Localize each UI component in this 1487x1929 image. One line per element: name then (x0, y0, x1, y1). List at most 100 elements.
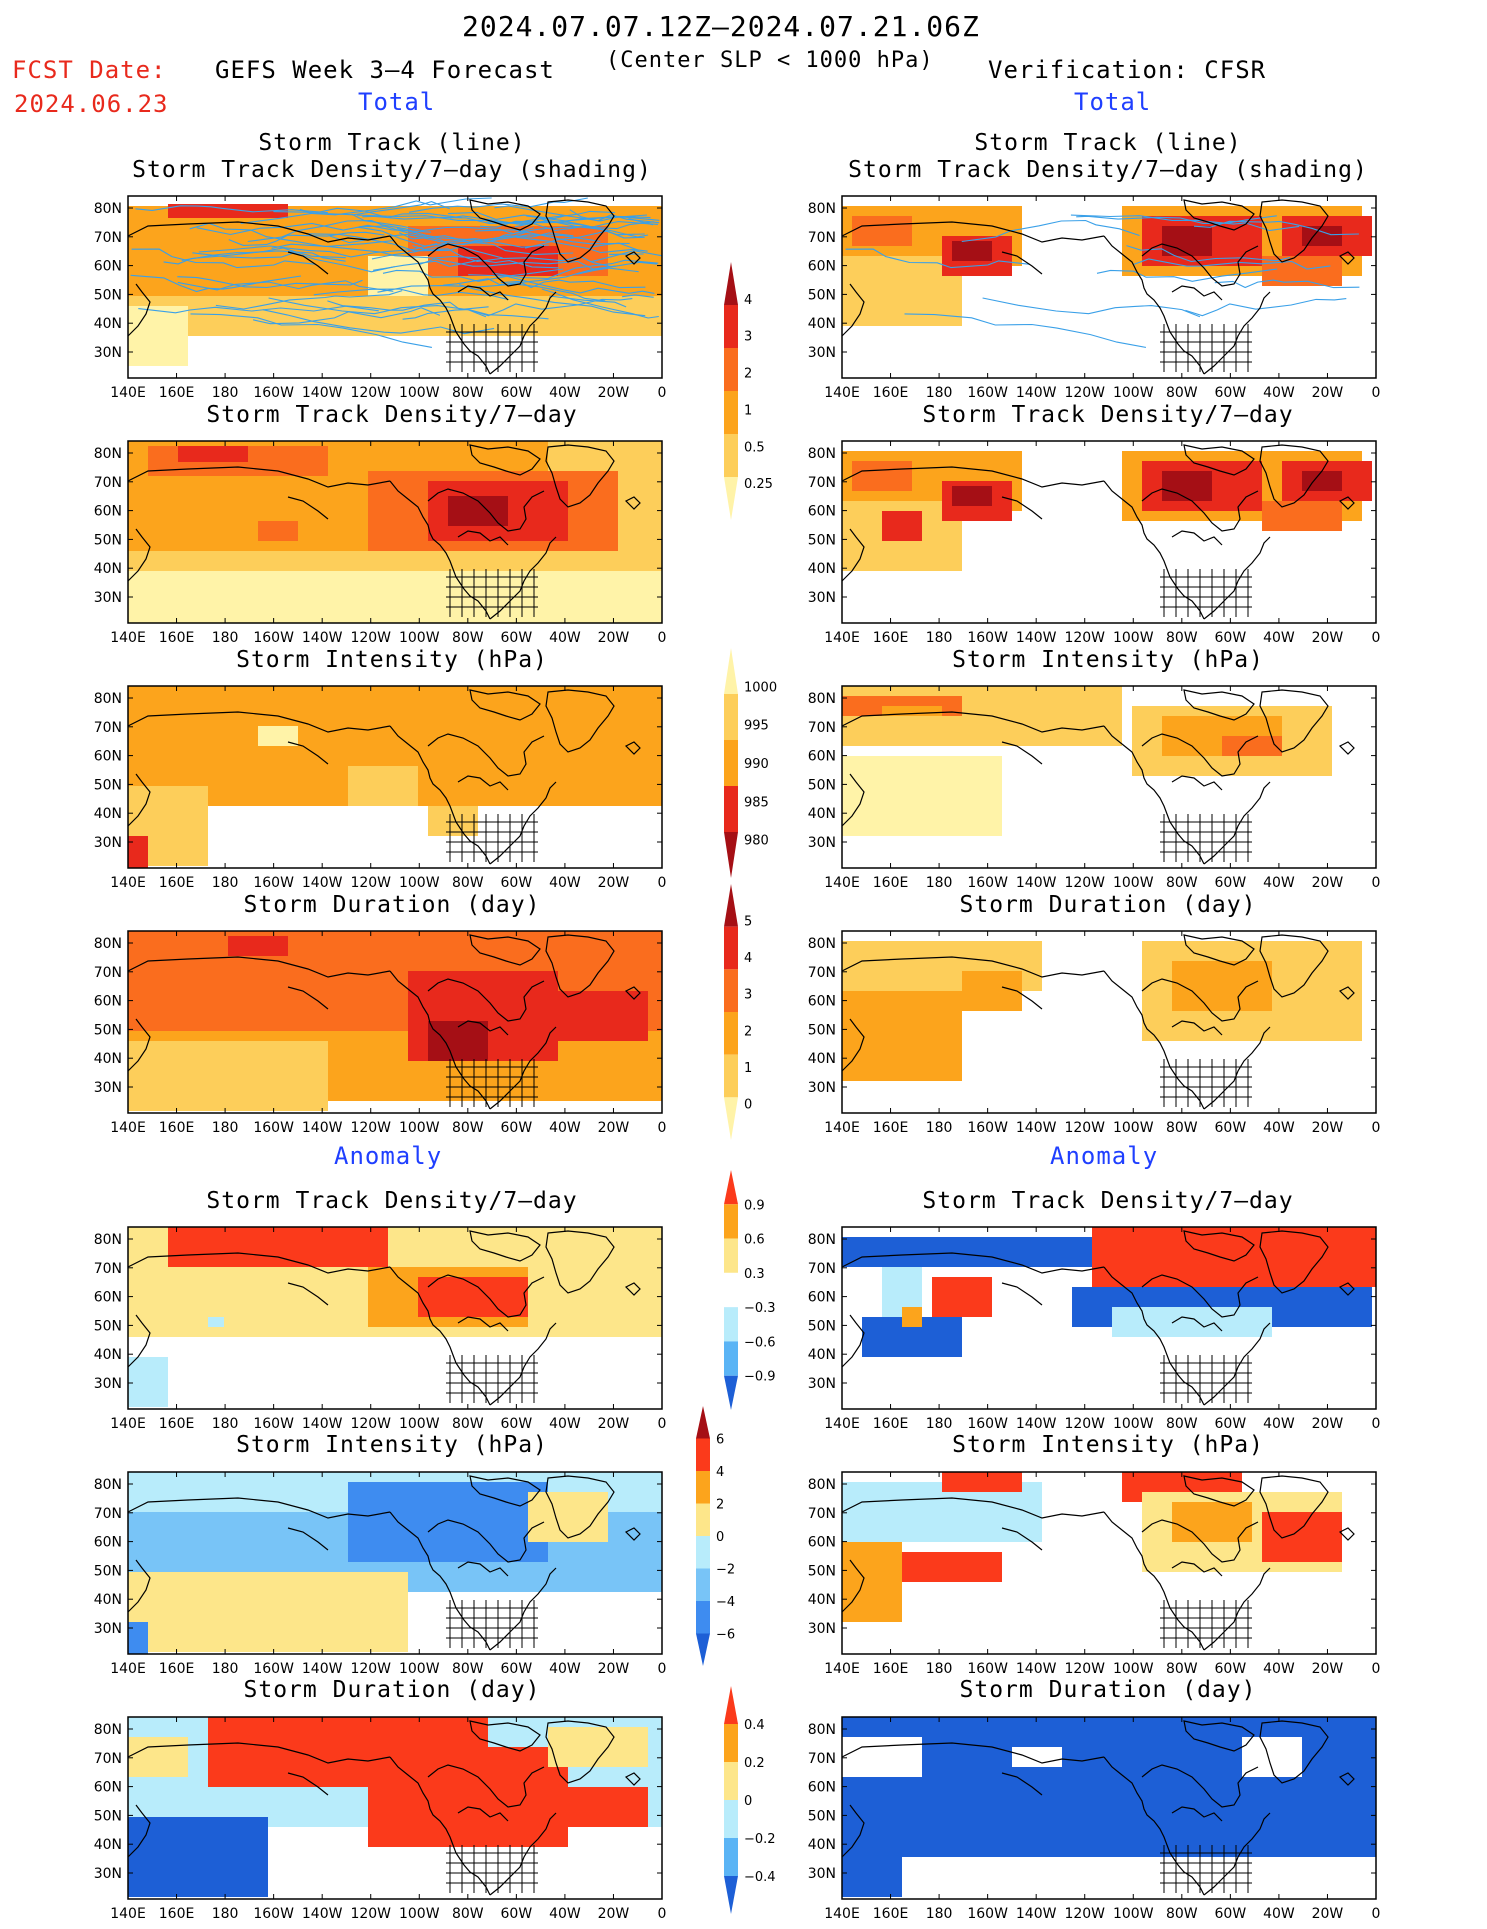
lon-label: 160E (873, 385, 909, 401)
map-panel-duration-forecast: 80N 70N 60N 50N 40N 30N 140E 160E 180 160W 140W 120… (83, 927, 677, 1139)
lon-label: 180 (212, 385, 239, 401)
lat-label: 60N (94, 749, 122, 765)
colorbar-label: 0.9 (744, 1198, 765, 1213)
panel-title-duration-right: Storm Duration (day) (959, 892, 1257, 918)
lon-label: 140E (824, 875, 860, 891)
lon-label: 120W (350, 1120, 391, 1136)
colorbar-label: −0.6 (744, 1335, 776, 1350)
lon-label: 40W (1263, 1661, 1295, 1677)
lon-label: 0 (1372, 1906, 1381, 1922)
right-anomaly-label: Anomaly (1050, 1142, 1159, 1170)
lon-label: 0 (658, 630, 667, 646)
lon-label: 20W (1312, 1661, 1344, 1677)
lat-label: 30N (808, 835, 836, 851)
map-panel-anom-intensity-forecast: 80N 70N 60N 50N 40N 30N 140E 160E 180 160W 140W 120… (83, 1468, 677, 1680)
lon-label: 40W (549, 1120, 581, 1136)
map-panel-storm-track-verification: 80N 70N 60N 50N 40N 30N 140E 160E 180 160W 140W 120… (797, 192, 1391, 404)
lon-label: 60W (1215, 1906, 1247, 1922)
colorbar-total-duration: 5 4 3 2 1 0 (718, 884, 798, 1150)
panel-title-track-line-left: Storm Track (line) (258, 130, 526, 156)
lat-label: 80N (94, 1722, 122, 1738)
lon-label: 120W (1064, 875, 1105, 891)
lon-label: 100W (1113, 385, 1154, 401)
map-panel-intensity-verification: 80N 70N 60N 50N 40N 30N 140E 160E 180 160W 140W 120… (797, 682, 1391, 894)
lat-label: 80N (808, 1722, 836, 1738)
lat-label: 80N (808, 691, 836, 707)
colorbar-label: −0.2 (744, 1832, 776, 1847)
lat-label: 70N (94, 965, 122, 981)
map-panel-anom-duration-verification: 80N 70N 60N 50N 40N 30N 140E 160E 180 160W 140W 120… (797, 1713, 1391, 1925)
lat-label: 80N (808, 1232, 836, 1248)
lat-label: 80N (94, 446, 122, 462)
colorbar-label: −0.3 (744, 1301, 776, 1316)
lat-label: 70N (94, 1751, 122, 1767)
colorbar-anom-intensity: 6 4 2 0 −2 −4 −6 (690, 1406, 770, 1676)
fcst-date-value: 2024.06.23 (14, 90, 169, 118)
lat-label: 40N (808, 1837, 836, 1853)
lon-label: 60W (501, 630, 533, 646)
lon-label: 180 (926, 1661, 953, 1677)
lon-label: 140E (110, 630, 146, 646)
lon-label: 160E (873, 1416, 909, 1432)
lat-label: 30N (94, 1866, 122, 1882)
colorbar-label: −4 (716, 1595, 735, 1610)
colorbar-label: 0.3 (744, 1267, 765, 1282)
lon-label: 80W (1166, 875, 1198, 891)
lon-label: 160W (253, 1416, 294, 1432)
lon-label: 120W (350, 1416, 391, 1432)
verification-title: Verification: CFSR (988, 56, 1267, 84)
lon-label: 140W (302, 1416, 343, 1432)
lon-label: 160W (253, 1120, 294, 1136)
panel-title-anom-intensity-left: Storm Intensity (hPa) (236, 1432, 548, 1458)
panel-title-track-shading-left: Storm Track Density/7–day (shading) (132, 157, 652, 183)
colorbar-label: 4 (744, 293, 752, 308)
lon-label: 120W (1064, 630, 1105, 646)
lat-label: 30N (808, 1621, 836, 1637)
lon-label: 20W (1312, 1906, 1344, 1922)
lon-label: 180 (212, 1906, 239, 1922)
panel-title-anom-duration-right: Storm Duration (day) (959, 1677, 1257, 1703)
colorbar-label: 1 (744, 1061, 752, 1076)
lon-label: 60W (1215, 1661, 1247, 1677)
left-total-label: Total (358, 88, 436, 116)
lat-label: 40N (808, 1347, 836, 1363)
lat-label: 60N (808, 1535, 836, 1551)
lon-label: 20W (598, 1416, 630, 1432)
lat-label: 60N (808, 749, 836, 765)
lon-label: 0 (658, 1661, 667, 1677)
lon-label: 80W (1166, 1120, 1198, 1136)
center-slp-note: (Center SLP < 1000 hPa) (606, 48, 934, 73)
lat-label: 80N (94, 1232, 122, 1248)
panel-title-duration-left: Storm Duration (day) (243, 892, 541, 918)
colorbar-label: 2 (716, 1498, 724, 1513)
lat-label: 50N (808, 1808, 836, 1824)
lon-label: 180 (926, 875, 953, 891)
lat-label: 60N (94, 1535, 122, 1551)
lat-label: 50N (94, 1318, 122, 1334)
map-panel-anom-density-verification: 80N 70N 60N 50N 40N 30N 140E 160E 180 160W 140W 120… (797, 1223, 1391, 1435)
left-anomaly-label: Anomaly (334, 1142, 443, 1170)
lat-label: 40N (94, 1592, 122, 1608)
lon-label: 40W (1263, 630, 1295, 646)
lon-label: 140W (302, 1906, 343, 1922)
lon-label: 100W (1113, 1120, 1154, 1136)
lon-label: 120W (350, 630, 391, 646)
colorbar-label: 0.5 (744, 440, 765, 455)
lon-label: 0 (1372, 1416, 1381, 1432)
map-panel-density-verification: 80N 70N 60N 50N 40N 30N 140E 160E 180 160W 140W 120… (797, 437, 1391, 649)
lon-label: 160E (873, 1661, 909, 1677)
lon-label: 140E (110, 1416, 146, 1432)
lon-label: 160W (967, 1906, 1008, 1922)
lat-label: 80N (94, 936, 122, 952)
lon-label: 160E (873, 630, 909, 646)
lat-label: 70N (808, 965, 836, 981)
panel-title-anom-density-right: Storm Track Density/7–day (922, 1188, 1294, 1214)
lat-label: 40N (94, 1837, 122, 1853)
lon-label: 20W (598, 630, 630, 646)
lon-label: 60W (1215, 630, 1247, 646)
lon-label: 80W (1166, 385, 1198, 401)
lon-label: 60W (501, 1661, 533, 1677)
lon-label: 180 (926, 630, 953, 646)
lon-label: 140W (1016, 1661, 1057, 1677)
colorbar-label: 2 (744, 367, 752, 382)
